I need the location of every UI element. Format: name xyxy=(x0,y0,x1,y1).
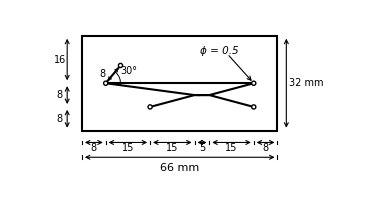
Bar xyxy=(82,36,277,131)
Text: 8: 8 xyxy=(100,69,106,79)
Text: 8: 8 xyxy=(57,90,63,100)
Text: 15: 15 xyxy=(225,143,238,153)
Circle shape xyxy=(118,63,123,68)
Circle shape xyxy=(252,105,256,109)
Text: 8: 8 xyxy=(262,143,269,153)
Circle shape xyxy=(252,81,256,85)
Text: 8: 8 xyxy=(57,114,63,124)
Text: 15: 15 xyxy=(166,143,178,153)
Text: 30°: 30° xyxy=(120,66,138,76)
Text: 8: 8 xyxy=(91,143,97,153)
Text: 16: 16 xyxy=(54,55,66,65)
Text: ϕ = 0.5: ϕ = 0.5 xyxy=(201,46,239,56)
Text: 15: 15 xyxy=(122,143,134,153)
Text: 5: 5 xyxy=(199,143,205,153)
Text: 32 mm: 32 mm xyxy=(289,78,324,88)
Circle shape xyxy=(104,81,108,85)
Circle shape xyxy=(148,105,152,109)
Text: 66 mm: 66 mm xyxy=(160,163,199,173)
